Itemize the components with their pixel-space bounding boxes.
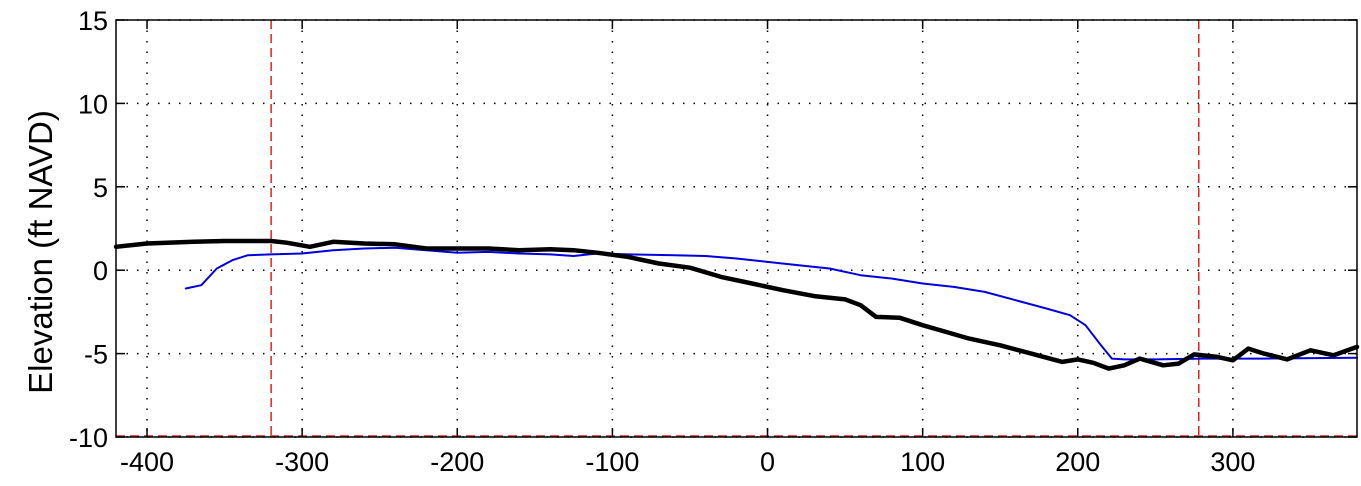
x-tick-label: 100 xyxy=(900,447,945,477)
grid-lines xyxy=(116,19,1357,438)
y-tick-label: 0 xyxy=(93,256,108,286)
x-tick-label: -300 xyxy=(275,447,329,477)
blue-profile-line xyxy=(184,246,1358,361)
x-tick-label: 0 xyxy=(760,447,775,477)
data-series xyxy=(113,238,1360,371)
x-tick-label: -400 xyxy=(120,447,174,477)
y-tick-label: 5 xyxy=(93,173,108,203)
y-tick-label: -5 xyxy=(84,340,108,370)
reference-lines xyxy=(116,20,1357,437)
y-tick-label: 10 xyxy=(78,89,108,119)
axis-ticks: -400 -300 -200 -100 0 100 200 300 -10 -5 0 5 10 15 xyxy=(69,6,1357,477)
y-tick-label: 15 xyxy=(78,6,108,36)
y-axis-label: Elevation (ft NAVD) xyxy=(22,110,59,394)
black-profile-line xyxy=(113,238,1360,371)
x-tick-label: 200 xyxy=(1055,447,1100,477)
y-tick-label: -10 xyxy=(69,423,108,453)
x-tick-label: 300 xyxy=(1210,447,1255,477)
plot-frame xyxy=(115,19,1358,438)
x-tick-label: -100 xyxy=(585,447,639,477)
x-tick-label: -200 xyxy=(430,447,484,477)
